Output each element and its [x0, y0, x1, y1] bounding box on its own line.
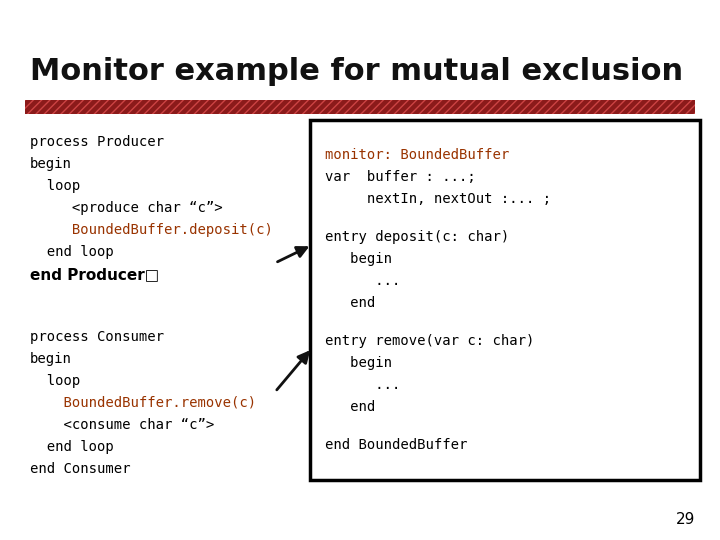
Text: entry deposit(c: char): entry deposit(c: char): [325, 230, 509, 244]
Text: begin: begin: [30, 352, 72, 366]
Text: BoundedBuffer.remove(c): BoundedBuffer.remove(c): [30, 396, 256, 410]
Text: end loop: end loop: [30, 440, 114, 454]
Text: begin: begin: [30, 157, 72, 171]
Bar: [25, 100, 695, 114]
Text: loop: loop: [30, 179, 80, 193]
Text: end BoundedBuffer: end BoundedBuffer: [325, 438, 467, 452]
Text: <consume char “c”>: <consume char “c”>: [30, 418, 215, 432]
Text: loop: loop: [30, 374, 80, 388]
Text: ...: ...: [325, 378, 400, 392]
Text: end: end: [325, 400, 375, 414]
Text: BoundedBuffer.deposit(c): BoundedBuffer.deposit(c): [30, 223, 273, 237]
Text: var  buffer : ...;: var buffer : ...;: [325, 170, 476, 184]
Text: begin: begin: [325, 356, 392, 370]
Text: Monitor example for mutual exclusion: Monitor example for mutual exclusion: [30, 57, 683, 86]
Text: 29: 29: [675, 512, 695, 528]
Text: process Consumer: process Consumer: [30, 330, 164, 344]
Bar: [310, 120, 700, 480]
Bar: [25, 100, 695, 114]
Text: monitor: BoundedBuffer: monitor: BoundedBuffer: [325, 148, 509, 162]
Text: end loop: end loop: [30, 245, 114, 259]
Text: ...: ...: [325, 274, 400, 288]
Text: process Producer: process Producer: [30, 135, 164, 149]
Text: end Producer□: end Producer□: [30, 267, 159, 282]
Text: begin: begin: [325, 252, 392, 266]
Text: nextIn, nextOut :... ;: nextIn, nextOut :... ;: [325, 192, 551, 206]
Text: <produce char “c”>: <produce char “c”>: [30, 201, 222, 215]
Text: entry remove(var c: char): entry remove(var c: char): [325, 334, 534, 348]
Text: end: end: [325, 296, 375, 310]
Text: end Consumer: end Consumer: [30, 462, 130, 476]
